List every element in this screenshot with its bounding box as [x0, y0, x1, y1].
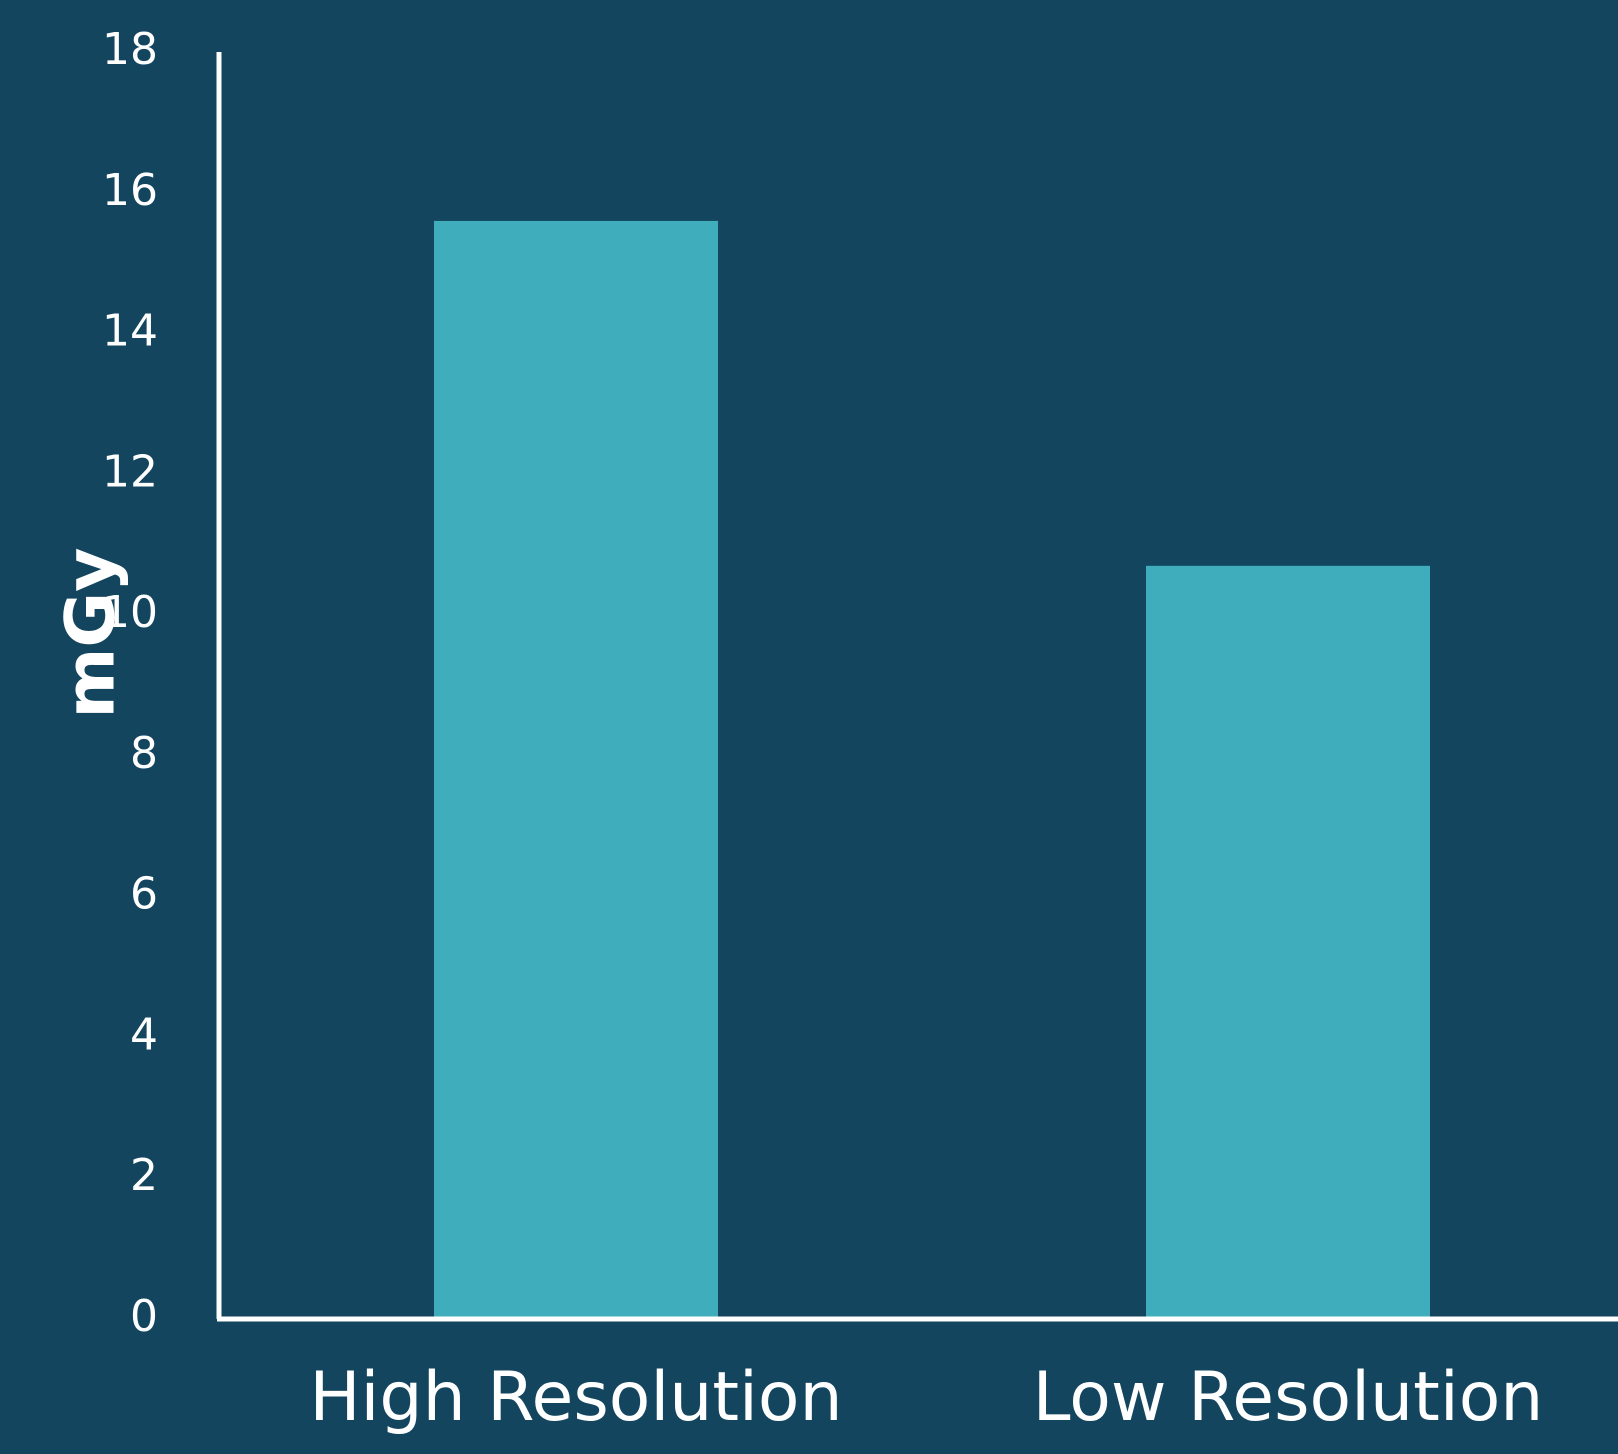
- x-category-label: High Resolution: [309, 1358, 842, 1437]
- x-category-label: Low Resolution: [1033, 1358, 1544, 1437]
- y-tick-label: 18: [102, 24, 158, 75]
- y-tick-label: 14: [102, 306, 158, 357]
- y-tick-label: 6: [130, 869, 158, 920]
- y-tick-label: 12: [102, 446, 158, 497]
- y-tick-label: 16: [102, 165, 158, 216]
- y-tick-label: 2: [130, 1150, 158, 1201]
- bar: [1146, 566, 1430, 1319]
- y-tick-label: 8: [130, 728, 158, 779]
- y-tick-label: 4: [130, 1009, 158, 1060]
- y-tick-label: 0: [130, 1291, 158, 1342]
- bar: [434, 221, 718, 1319]
- y-axis-label: mGy: [52, 548, 131, 719]
